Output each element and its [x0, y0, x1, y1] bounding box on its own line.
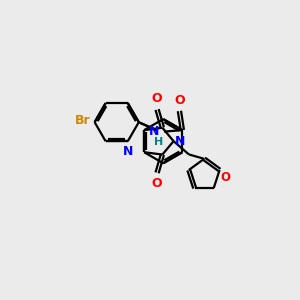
- Text: O: O: [175, 94, 185, 107]
- Text: O: O: [220, 171, 230, 184]
- Text: N: N: [148, 125, 159, 138]
- Text: N: N: [175, 135, 186, 148]
- Text: Br: Br: [75, 114, 91, 127]
- Text: O: O: [152, 177, 162, 190]
- Text: O: O: [152, 92, 162, 105]
- Text: N: N: [123, 146, 133, 158]
- Text: H: H: [154, 137, 164, 147]
